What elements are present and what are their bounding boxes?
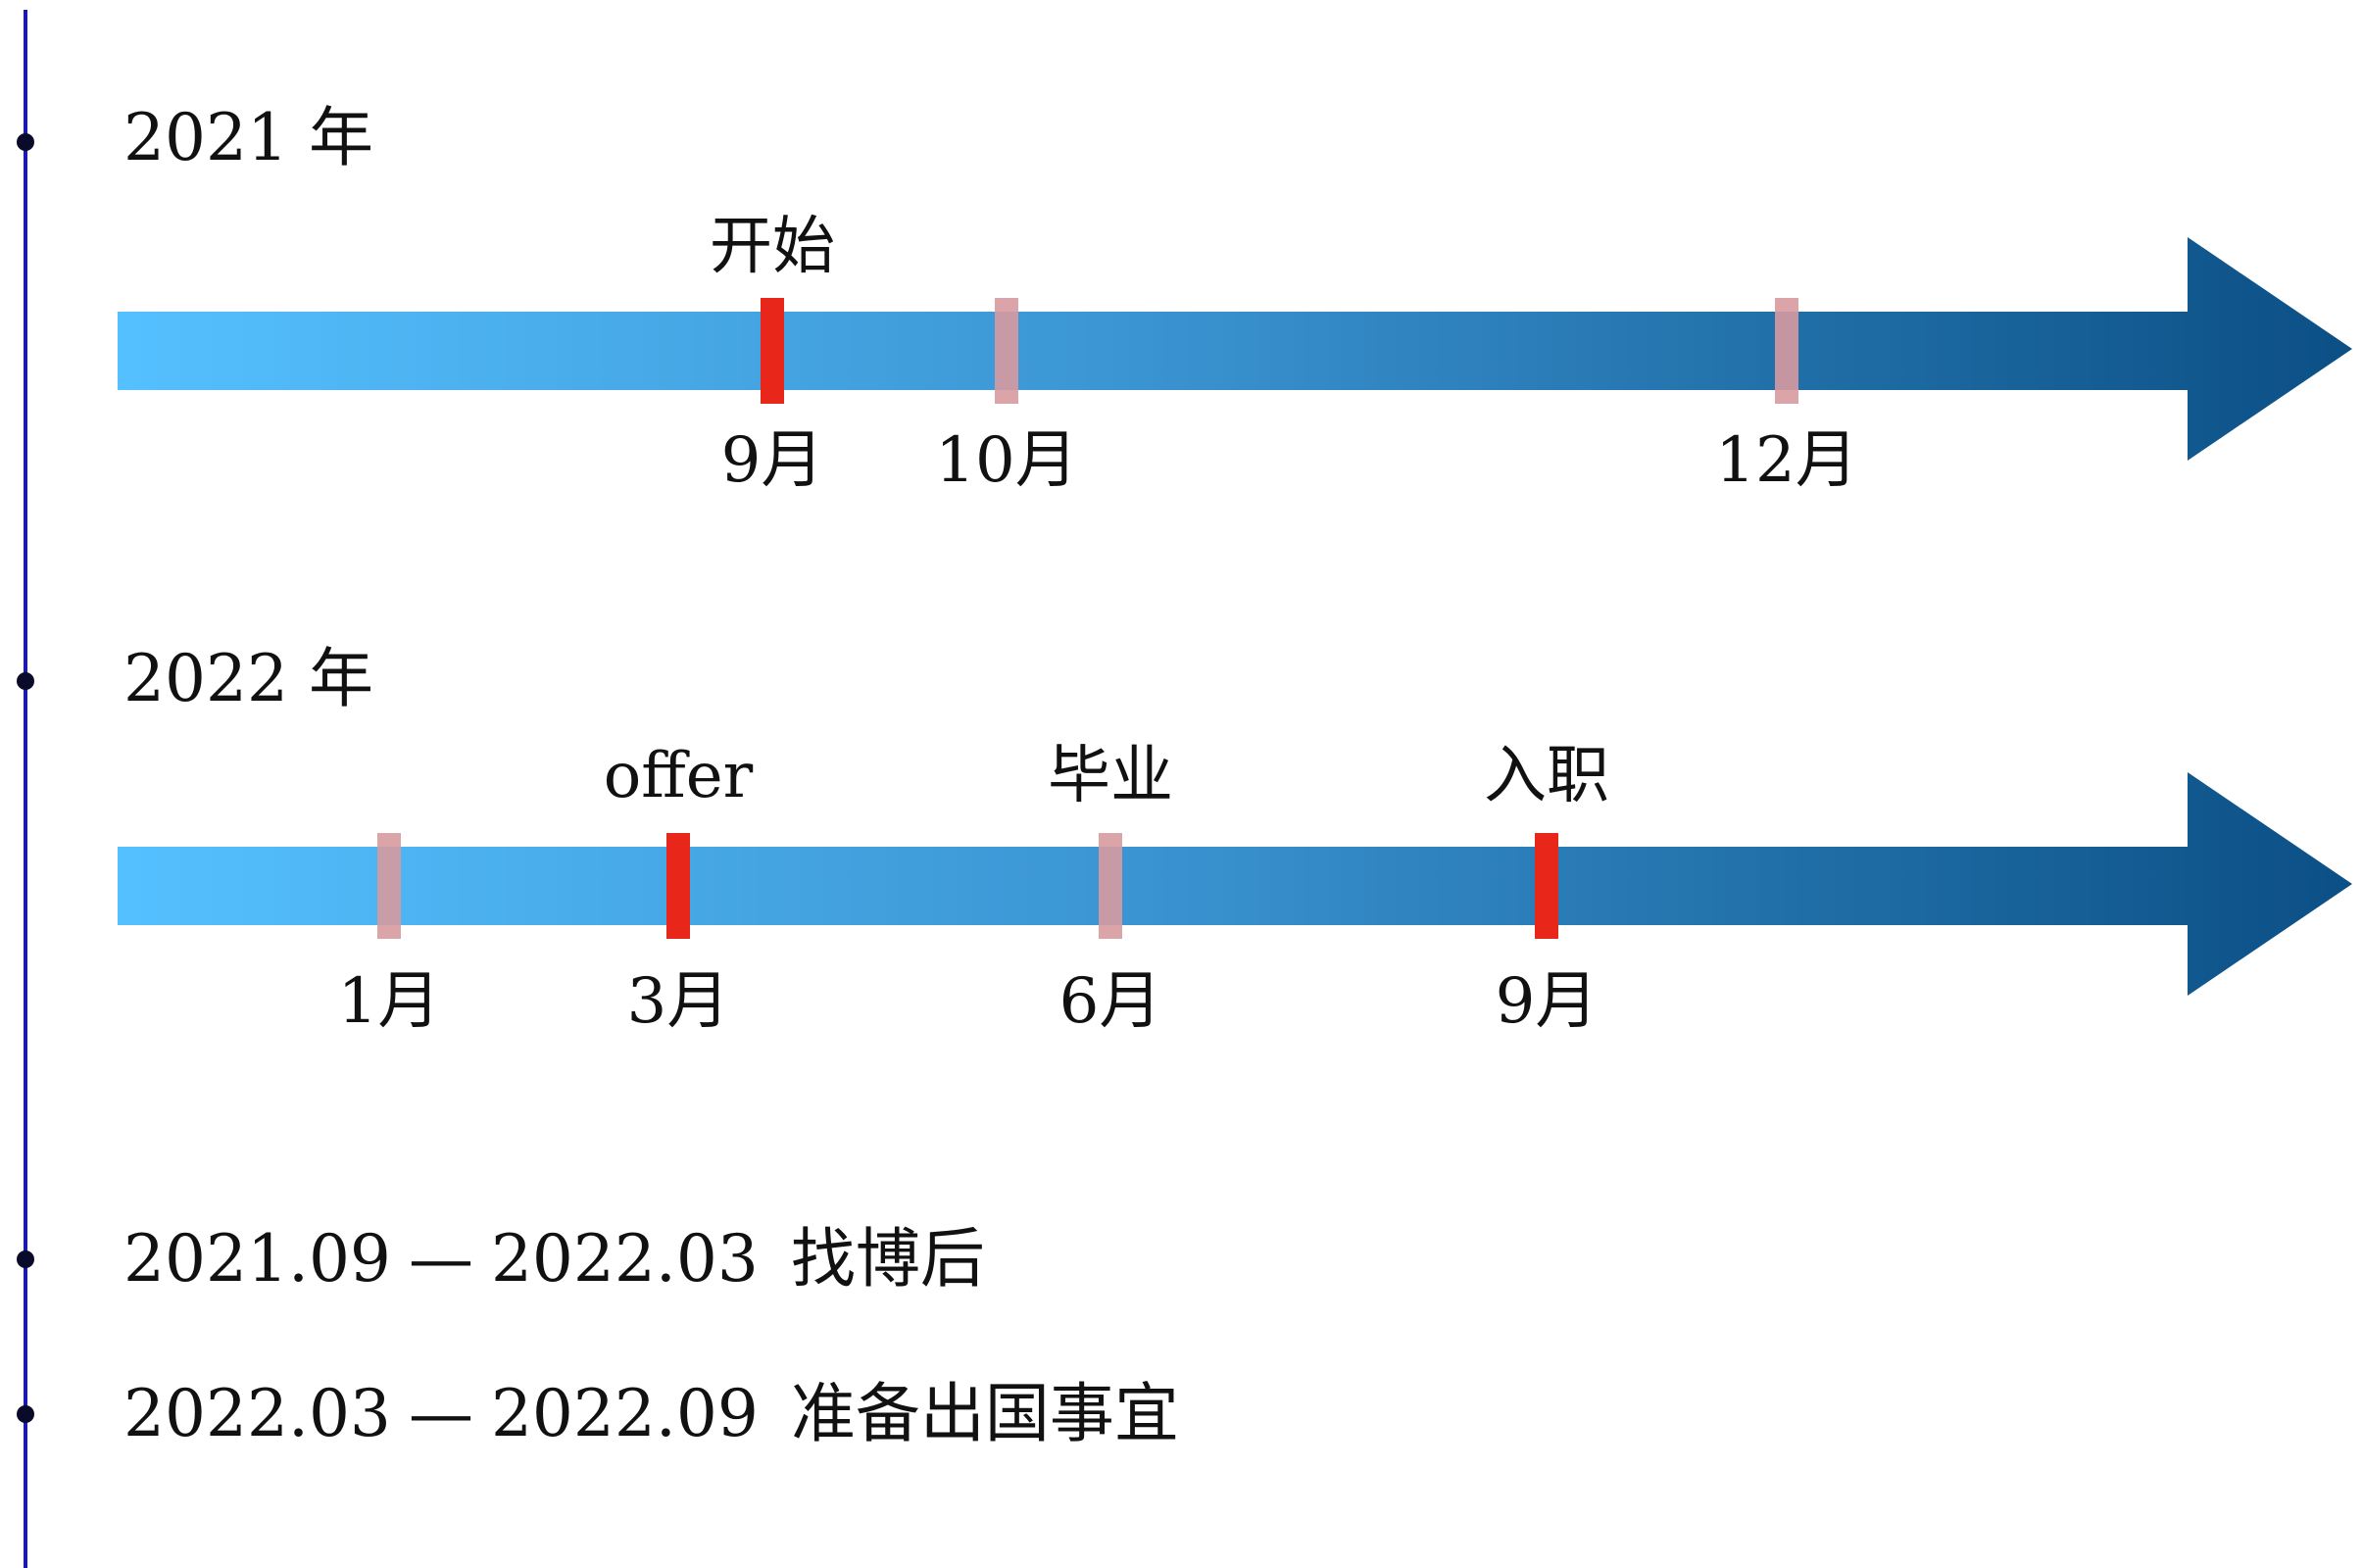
milestone-marker-minor [377, 833, 401, 939]
period-row: 2022.03—2022.09 准备出国事宜 [123, 1382, 1179, 1446]
arrow-shape [118, 772, 2352, 996]
event-label: 毕业 [1048, 740, 1173, 812]
year-title-2022: 2022 年 [123, 641, 373, 716]
bullet-dot [17, 672, 34, 690]
month-label: 12月 [1715, 424, 1858, 497]
period-dash: — [408, 1376, 473, 1451]
month-label: 3月 [626, 965, 730, 1038]
milestone-marker-minor [1775, 298, 1798, 404]
month-label: 1月 [337, 965, 441, 1038]
event-label: 开始 [710, 211, 835, 283]
milestone-marker-major [1535, 833, 1558, 939]
period-desc: 找博后 [790, 1221, 985, 1297]
event-label: offer [603, 740, 754, 812]
milestone-marker-major [666, 833, 690, 939]
month-label: 9月 [1495, 965, 1599, 1038]
arrow-shape [118, 237, 2352, 461]
timeline-arrow [118, 237, 2352, 461]
bullet-dot [17, 1250, 34, 1268]
month-label: 6月 [1058, 965, 1162, 1038]
period-desc: 准备出国事宜 [790, 1376, 1179, 1451]
vertical-axis-line [24, 10, 27, 1568]
milestone-marker-minor [1099, 833, 1122, 939]
year-title-2021: 2021 年 [123, 100, 373, 175]
period-to: 2022.09 [490, 1376, 759, 1451]
period-row: 2021.09—2022.03 找博后 [123, 1227, 985, 1292]
period-dash: — [408, 1221, 473, 1297]
bullet-dot [17, 1405, 34, 1423]
bullet-dot [17, 133, 34, 151]
month-label: 9月 [720, 424, 824, 497]
milestone-marker-minor [995, 298, 1018, 404]
period-from: 2022.03 [123, 1376, 391, 1451]
period-from: 2021.09 [123, 1221, 391, 1297]
period-to: 2022.03 [490, 1221, 759, 1297]
event-label: 入职 [1484, 740, 1609, 812]
timeline-arrow [118, 772, 2352, 996]
milestone-marker-major [761, 298, 784, 404]
month-label: 10月 [935, 424, 1078, 497]
